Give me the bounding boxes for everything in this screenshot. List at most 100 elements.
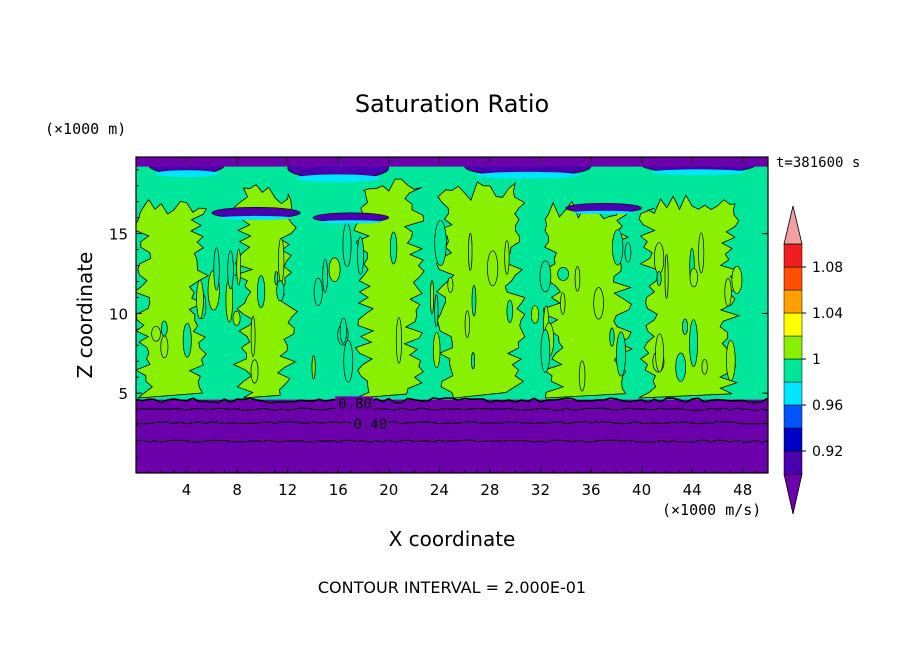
colorbar-swatch bbox=[783, 427, 803, 452]
x-tick-label: 4 bbox=[182, 481, 192, 499]
colorbar-over-arrow bbox=[783, 205, 803, 245]
contour-label: 0.80 bbox=[338, 396, 372, 412]
colorbar-tick-label: 0.96 bbox=[812, 398, 843, 414]
colorbar-swatch bbox=[783, 358, 803, 383]
contour-blob bbox=[698, 232, 705, 274]
x-axis-title: X coordinate bbox=[389, 527, 516, 551]
x-tick-label: 40 bbox=[632, 481, 651, 499]
contour-blob bbox=[725, 339, 736, 381]
contour-blob bbox=[257, 275, 266, 309]
contour-blob bbox=[447, 276, 454, 293]
contour-blob bbox=[276, 280, 285, 302]
contour-blob bbox=[540, 329, 551, 373]
contour-label-bg bbox=[350, 417, 389, 432]
x-tick-label: 36 bbox=[581, 481, 600, 499]
contour-blob bbox=[656, 270, 662, 287]
contour-blob bbox=[593, 287, 604, 320]
x-tick-label: 16 bbox=[329, 481, 348, 499]
contour-blob bbox=[278, 237, 285, 284]
dry-streak-edge bbox=[296, 174, 381, 183]
contour-blob bbox=[160, 335, 169, 359]
y-axis-title: Z coordinate bbox=[73, 252, 97, 379]
contour-blob bbox=[274, 271, 279, 285]
contour-blob bbox=[232, 310, 241, 326]
contour-blob bbox=[250, 359, 259, 384]
colorbar-under-arrow bbox=[783, 473, 803, 515]
colorbar: 0.92 0.96 1 1.04 1.08 bbox=[783, 205, 843, 515]
contour-blob bbox=[689, 267, 698, 288]
contour-label-bg bbox=[335, 396, 374, 411]
colorbar-tick-label: 0.92 bbox=[812, 444, 843, 460]
contour-blob bbox=[432, 332, 441, 369]
colorbar-swatch bbox=[783, 266, 803, 291]
colorbar-swatch bbox=[783, 450, 803, 475]
x-unit-label: (×1000 m/s) bbox=[662, 501, 761, 519]
y-tick-label: 15 bbox=[109, 226, 128, 244]
colorbar-swatch bbox=[783, 335, 803, 360]
contour-blob bbox=[339, 317, 347, 344]
contour-blob bbox=[557, 267, 569, 281]
contour-blob bbox=[328, 257, 341, 282]
x-tick-label: 28 bbox=[480, 481, 499, 499]
contour-blob bbox=[357, 236, 364, 275]
contour-blob bbox=[616, 331, 626, 377]
y-unit-label: (×1000 m) bbox=[45, 120, 126, 138]
region-supersaturated-column bbox=[435, 181, 526, 399]
contour-blob bbox=[653, 242, 665, 275]
y-tick-label: 5 bbox=[118, 385, 128, 403]
colorbar-swatch bbox=[783, 381, 803, 406]
contour-line bbox=[136, 421, 768, 425]
contour-blob bbox=[609, 327, 615, 347]
x-tick-label: 20 bbox=[379, 481, 398, 499]
colorbar-swatch bbox=[783, 312, 803, 337]
dry-streak-edge bbox=[319, 220, 383, 224]
dry-streak-edge bbox=[219, 215, 293, 220]
contour-blob bbox=[574, 266, 581, 292]
dry-streak-edge bbox=[572, 210, 636, 215]
x-tick-label: 12 bbox=[278, 481, 297, 499]
contour-blob bbox=[434, 220, 447, 267]
contour-blob bbox=[530, 305, 540, 324]
region-supersaturated-column bbox=[353, 178, 425, 399]
contour-blob bbox=[160, 320, 168, 337]
contour-line bbox=[136, 439, 768, 443]
chart-title: Saturation Ratio bbox=[355, 90, 549, 118]
contour-blob bbox=[578, 360, 586, 392]
contour-blob bbox=[322, 258, 328, 293]
contour-blob bbox=[701, 359, 708, 375]
plot-area: 0.80 0.40 bbox=[136, 157, 768, 473]
contour-blob bbox=[471, 284, 477, 317]
contour-blob bbox=[487, 250, 499, 287]
colorbar-tick-label: 1.08 bbox=[812, 260, 843, 276]
contour-blob bbox=[682, 318, 688, 336]
contour-line bbox=[136, 397, 768, 404]
x-tick-label: 48 bbox=[733, 481, 752, 499]
contour-blob bbox=[250, 315, 256, 358]
contour-blob bbox=[731, 265, 743, 294]
contour-blob bbox=[689, 319, 698, 368]
contour-blob bbox=[434, 294, 439, 327]
contour-blob bbox=[227, 250, 234, 290]
dry-streak-edge bbox=[475, 171, 581, 179]
colorbar-tick-label: 1 bbox=[812, 352, 821, 368]
contour-interval-footer: CONTOUR INTERVAL = 2.000E-01 bbox=[318, 578, 586, 597]
contour-blob bbox=[468, 232, 473, 271]
contour-blob bbox=[311, 355, 316, 380]
x-tick-label: 8 bbox=[232, 481, 242, 499]
contour-blob bbox=[151, 325, 161, 342]
dry-streak-edge bbox=[651, 169, 746, 175]
contour-blob bbox=[471, 352, 475, 370]
contour-blob bbox=[624, 242, 632, 263]
colorbar-swatch bbox=[783, 243, 803, 268]
contour-blob bbox=[539, 260, 552, 293]
contour-blob bbox=[182, 322, 192, 358]
dry-streak-edge bbox=[154, 170, 219, 177]
contour-blob bbox=[343, 339, 354, 383]
contour-blob bbox=[196, 279, 204, 320]
contour-blob bbox=[506, 299, 514, 323]
contour-blob bbox=[430, 279, 435, 315]
contour-blob bbox=[612, 229, 624, 266]
top-dry-band bbox=[136, 157, 768, 167]
